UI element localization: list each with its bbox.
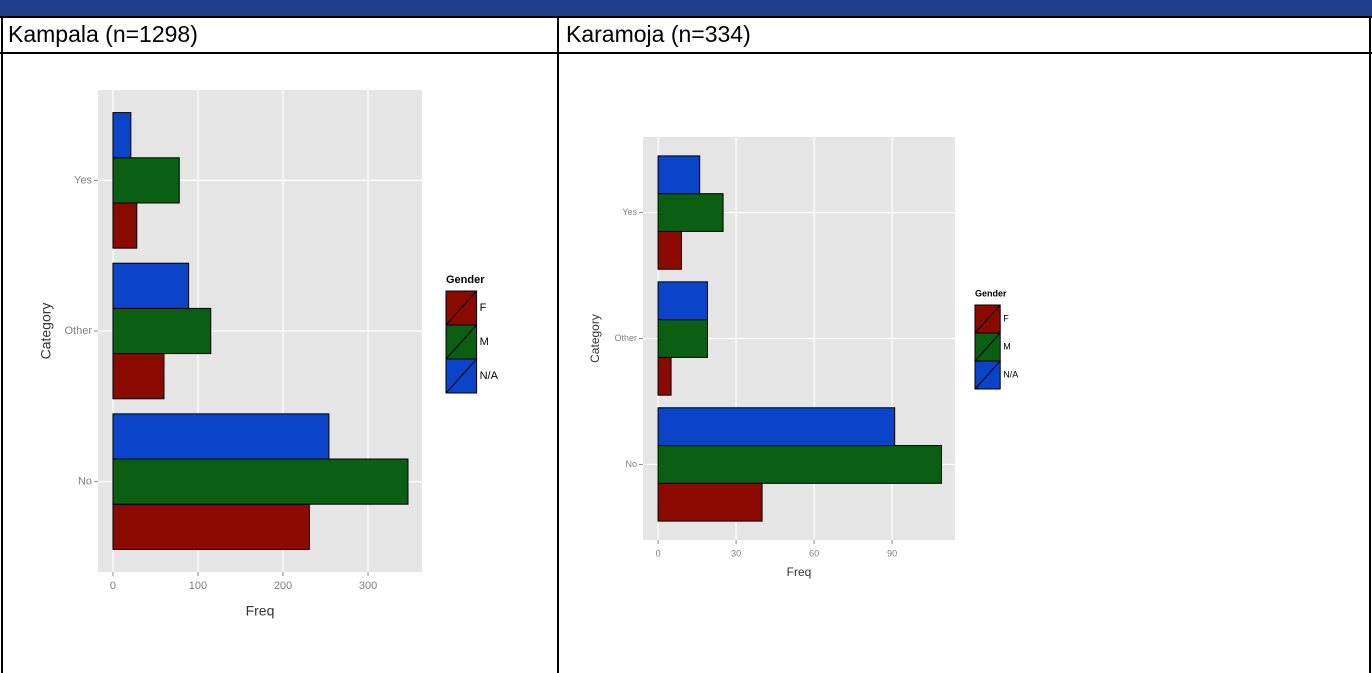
column-header: Kampala (n=1298) [8, 21, 198, 47]
legend-label: N/A [480, 370, 499, 382]
bar [112, 262, 190, 309]
legend-key-slash [974, 332, 1001, 362]
x-tick-label: 200 [274, 580, 292, 592]
table-border [1, 16, 3, 673]
legend-key-slash [974, 304, 1001, 334]
bar [112, 353, 165, 400]
legend-key-slash [445, 324, 477, 360]
legend-label: M [1003, 341, 1011, 351]
table-border [1369, 16, 1371, 673]
legend-key-slash [445, 358, 477, 394]
bar [112, 202, 138, 249]
bar [657, 193, 724, 232]
legend-label: F [1003, 313, 1009, 323]
x-tick-label: 30 [731, 548, 741, 558]
x-axis-title: Freq [246, 603, 275, 619]
y-axis-title: Category [38, 303, 54, 360]
x-tick-label: 0 [656, 548, 661, 558]
bar [657, 445, 942, 484]
y-tick-label: Yes [74, 174, 92, 186]
bar [112, 112, 132, 159]
bar [657, 319, 708, 358]
bar [112, 307, 212, 355]
y-tick-label: No [625, 459, 637, 469]
bar [112, 157, 180, 204]
legend-label: M [480, 336, 489, 348]
bar [657, 230, 682, 270]
bar [657, 482, 763, 522]
y-tick-label: Yes [622, 207, 637, 217]
x-axis-title: Freq [787, 565, 812, 579]
bar [112, 413, 330, 460]
table-border [557, 16, 559, 673]
bar [657, 356, 672, 396]
table-border [0, 16, 1372, 18]
legend-key-slash [974, 360, 1001, 390]
x-tick-label: 100 [189, 580, 207, 592]
bar [657, 407, 896, 447]
x-tick-label: 60 [809, 548, 819, 558]
column-header: Karamoja (n=334) [566, 21, 751, 47]
x-tick-label: 0 [110, 580, 116, 592]
bar [112, 458, 409, 505]
legend-title: Gender [975, 288, 1007, 298]
bar [112, 503, 310, 550]
legend-label: N/A [1003, 369, 1018, 379]
legend-title: Gender [446, 274, 485, 286]
bar [657, 281, 708, 321]
y-tick-label: No [78, 476, 92, 488]
banner [0, 0, 1372, 16]
bar [657, 155, 701, 195]
y-tick-label: Other [64, 325, 92, 337]
legend-key-slash [445, 290, 477, 326]
x-tick-label: 300 [359, 580, 377, 592]
table-border [0, 52, 1372, 54]
x-tick-label: 90 [887, 548, 897, 558]
y-tick-label: Other [614, 333, 637, 343]
legend-label: F [480, 302, 487, 314]
y-axis-title: Category [588, 314, 602, 363]
